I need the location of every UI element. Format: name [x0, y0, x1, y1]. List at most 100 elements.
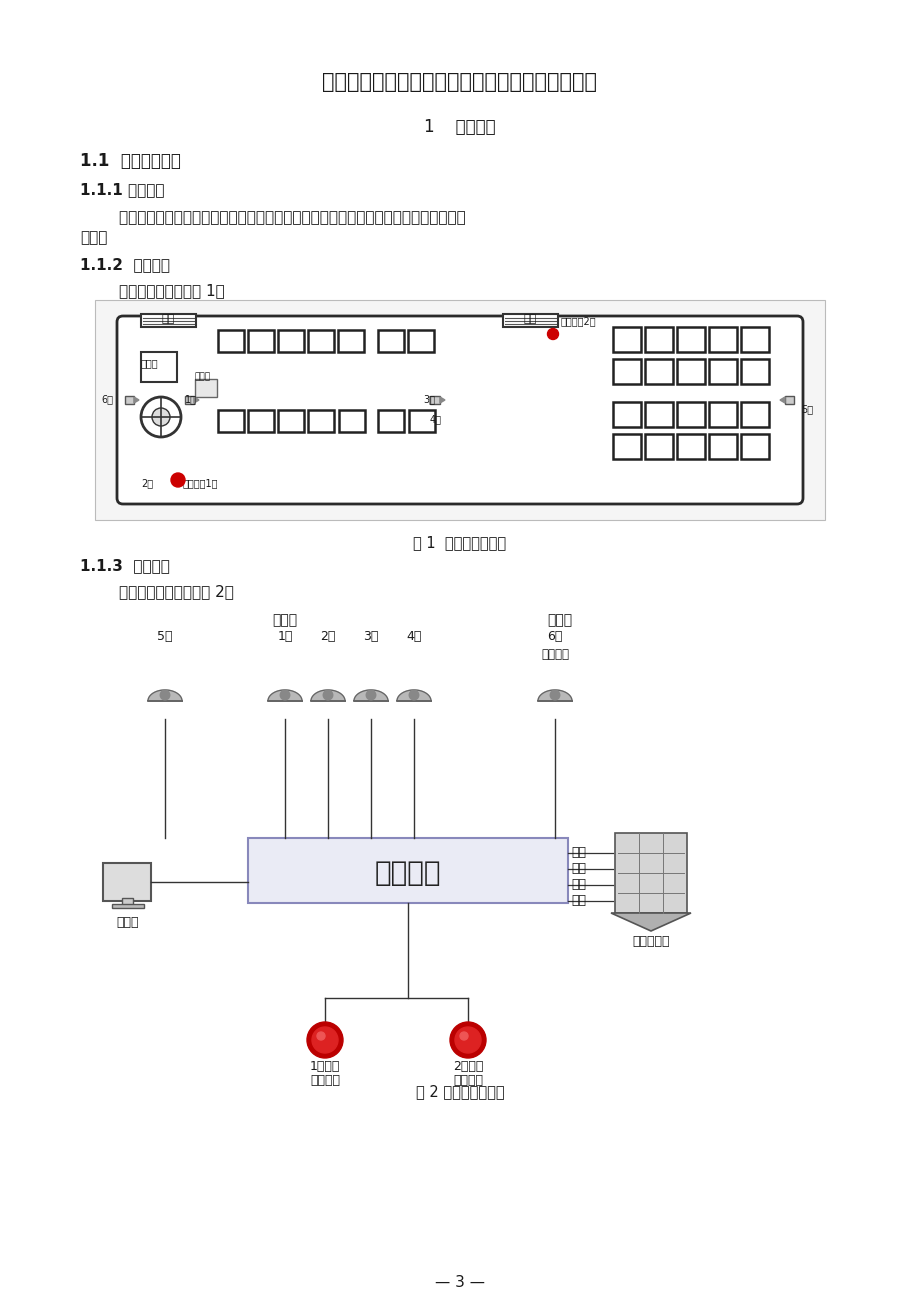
Bar	[644, 402, 673, 427]
Polygon shape	[779, 397, 784, 404]
Text: 1.1  设施基本要求: 1.1 设施基本要求	[80, 152, 181, 171]
Text: 报警按钮2号: 报警按钮2号	[561, 316, 596, 326]
Bar	[378, 410, 403, 432]
Text: 1.1.2  设施布局: 1.1.2 设施布局	[80, 256, 170, 272]
Text: 按钮底座: 按钮底座	[452, 1074, 482, 1087]
Text: 设施间的联接拓扑见图 2：: 设施间的联接拓扑见图 2：	[80, 585, 233, 599]
Circle shape	[460, 1032, 468, 1040]
Text: 1    技术要求: 1 技术要求	[424, 118, 495, 135]
Bar	[709, 402, 736, 427]
Bar	[740, 434, 768, 460]
Text: 6号: 6号	[101, 395, 113, 404]
Text: 视频主机: 视频主机	[374, 858, 441, 887]
Text: 图 2 设施联接拓扑图: 图 2 设施联接拓扑图	[415, 1085, 504, 1099]
Circle shape	[307, 1022, 343, 1059]
Text: 投币箱: 投币箱	[141, 358, 158, 368]
Text: 电源: 电源	[571, 894, 585, 907]
Circle shape	[323, 690, 333, 699]
Text: 点火: 点火	[571, 878, 585, 891]
Text: 后门: 后门	[523, 314, 536, 324]
Circle shape	[547, 328, 558, 340]
Text: 1号报警: 1号报警	[310, 1060, 340, 1073]
Text: 1号: 1号	[277, 630, 292, 643]
Circle shape	[160, 690, 170, 699]
Polygon shape	[134, 397, 139, 404]
Bar	[612, 402, 641, 427]
Polygon shape	[397, 690, 430, 700]
Bar	[378, 329, 403, 352]
Bar	[740, 327, 768, 352]
Circle shape	[449, 1022, 485, 1059]
Polygon shape	[311, 690, 345, 700]
Circle shape	[280, 690, 289, 699]
FancyBboxPatch shape	[117, 316, 802, 504]
Bar	[248, 329, 274, 352]
Bar	[740, 402, 768, 427]
Circle shape	[171, 473, 185, 487]
Text: 5号: 5号	[800, 404, 812, 414]
Polygon shape	[538, 690, 572, 700]
Text: — 3 —: — 3 —	[435, 1275, 484, 1290]
Bar	[141, 314, 196, 327]
Bar	[614, 833, 686, 913]
Circle shape	[312, 1027, 337, 1053]
Bar	[612, 359, 641, 384]
Bar	[644, 327, 673, 352]
Bar	[676, 327, 704, 352]
Bar	[308, 410, 334, 432]
Circle shape	[317, 1032, 324, 1040]
Text: 车载视频监控设施应由主机（含视频录像机）、摄像机、监视器、报警按钮底座等设备: 车载视频监控设施应由主机（含视频录像机）、摄像机、监视器、报警按钮底座等设备	[80, 210, 465, 225]
Text: 监视器: 监视器	[117, 917, 139, 930]
Bar	[644, 359, 673, 384]
Circle shape	[409, 690, 418, 699]
Circle shape	[455, 1027, 481, 1053]
Text: 2号报警: 2号报警	[452, 1060, 482, 1073]
Bar	[112, 904, 144, 907]
Bar	[407, 329, 434, 352]
Bar	[429, 396, 439, 404]
Polygon shape	[439, 397, 445, 404]
Polygon shape	[610, 913, 690, 931]
Text: 3号: 3号	[363, 630, 379, 643]
Text: 2号: 2号	[320, 630, 335, 643]
Bar	[409, 410, 435, 432]
Text: 前门: 前门	[161, 314, 175, 324]
Polygon shape	[354, 690, 388, 700]
Bar	[740, 359, 768, 384]
Text: 3号: 3号	[423, 395, 435, 404]
Bar	[185, 396, 194, 404]
Bar	[248, 838, 567, 904]
Text: 显示屏: 显示屏	[195, 372, 210, 381]
Bar	[103, 863, 151, 901]
Text: 1号: 1号	[185, 395, 197, 404]
Bar	[248, 410, 274, 432]
Circle shape	[550, 690, 559, 699]
Bar	[503, 314, 558, 327]
Text: 图 1  安装位置示意图: 图 1 安装位置示意图	[413, 535, 506, 549]
Text: 公交车辆车载视频监视设施基本技术要求（试行）: 公交车辆车载视频监视设施基本技术要求（试行）	[323, 72, 596, 92]
Bar	[676, 402, 704, 427]
Bar	[195, 379, 217, 397]
Text: 6号: 6号	[547, 630, 562, 643]
Bar	[338, 410, 365, 432]
Bar	[278, 410, 303, 432]
Text: （预留）: （预留）	[540, 648, 568, 661]
Bar	[278, 329, 303, 352]
Text: 报警按钮1号: 报警按钮1号	[183, 478, 219, 488]
Text: 报警: 报警	[571, 846, 585, 859]
Bar	[308, 329, 334, 352]
Polygon shape	[148, 690, 182, 700]
Bar	[644, 434, 673, 460]
Bar	[612, 434, 641, 460]
Bar	[676, 359, 704, 384]
Text: 2号: 2号	[141, 478, 153, 488]
Bar	[709, 359, 736, 384]
Bar	[141, 352, 176, 381]
Circle shape	[152, 408, 170, 426]
Polygon shape	[267, 690, 301, 700]
Text: 摄像机: 摄像机	[547, 613, 572, 628]
Bar	[612, 327, 641, 352]
Bar	[337, 329, 364, 352]
Bar	[709, 327, 736, 352]
Text: 5号: 5号	[157, 630, 173, 643]
